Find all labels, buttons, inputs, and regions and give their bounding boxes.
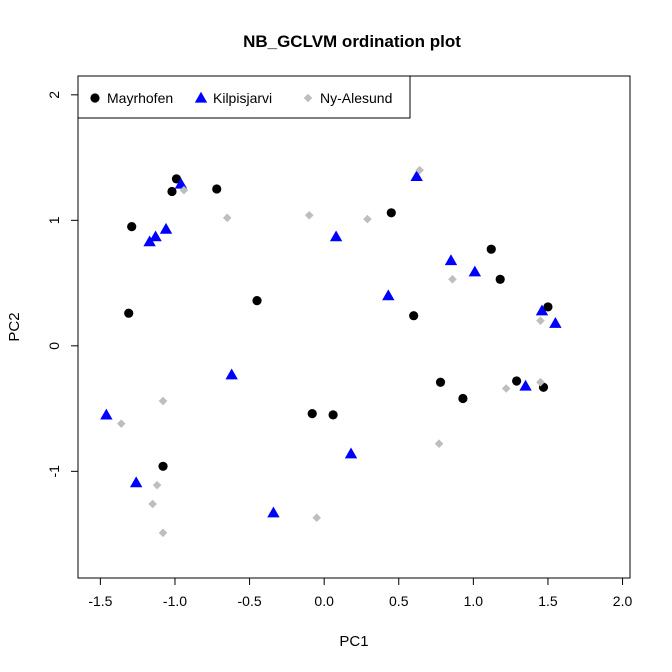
- x-tick-label: -1.0: [163, 593, 187, 609]
- legend-box: [77, 75, 411, 119]
- point-ny-alesund: [448, 275, 457, 284]
- legend: Mayrhofen Kilpisjarvi Ny-Alesund: [77, 75, 411, 119]
- x-tick-label: -1.5: [88, 593, 112, 609]
- point-mayrhofen: [543, 302, 553, 312]
- point-kilpisjarvi: [225, 368, 238, 380]
- point-kilpisjarvi: [444, 254, 458, 266]
- legend-marker-mayrhofen: [90, 93, 100, 103]
- point-kilpisjarvi: [329, 230, 343, 242]
- point-mayrhofen: [167, 186, 177, 197]
- point-ny-alesund: [179, 185, 189, 195]
- point-kilpisjarvi: [468, 265, 482, 277]
- y-tick-label: 2: [46, 91, 62, 99]
- point-ny-alesund: [312, 513, 322, 523]
- point-mayrhofen: [307, 408, 317, 419]
- legend-label-mayrhofen: Mayrhofen: [107, 90, 173, 106]
- legend-label-kilpisjarvi: Kilpisjarvi: [213, 90, 272, 106]
- point-ny-alesund: [148, 499, 157, 509]
- point-mayrhofen: [127, 222, 137, 232]
- point-mayrhofen: [252, 296, 262, 306]
- point-kilpisjarvi: [382, 289, 395, 301]
- x-tick-label: -0.5: [238, 593, 262, 609]
- y-tick-label: -1: [46, 465, 62, 478]
- legend-marker-ny-alesund: [303, 93, 313, 103]
- point-mayrhofen: [512, 376, 522, 386]
- x-tick-label: 2.0: [613, 593, 633, 609]
- y-tick-label: 1: [46, 216, 62, 224]
- x-tick-label: 0.0: [314, 593, 334, 609]
- point-ny-alesund: [363, 214, 372, 224]
- x-tick-label: 0.5: [389, 593, 409, 609]
- y-tick-label: 0: [46, 342, 62, 350]
- plot-frame: [77, 75, 631, 579]
- point-kilpisjarvi: [535, 304, 549, 316]
- y-axis-label: PC2: [6, 312, 23, 341]
- point-mayrhofen: [495, 274, 505, 284]
- point-kilpisjarvi: [519, 379, 532, 391]
- point-ny-alesund: [158, 396, 168, 406]
- point-ny-alesund: [222, 213, 232, 223]
- point-kilpisjarvi: [410, 170, 423, 182]
- point-ny-alesund: [501, 384, 511, 393]
- point-mayrhofen: [212, 184, 222, 194]
- x-tick-label: 1.5: [538, 593, 558, 609]
- point-ny-alesund: [304, 211, 314, 220]
- x-tick-label: 1.0: [464, 593, 484, 609]
- point-mayrhofen: [171, 174, 182, 184]
- data-points: [100, 165, 562, 538]
- point-kilpisjarvi: [174, 177, 188, 189]
- point-ny-alesund: [415, 165, 424, 175]
- point-ny-alesund: [434, 439, 444, 449]
- point-kilpisjarvi: [149, 230, 162, 242]
- chart-title: NB_GCLVM ordination plot: [243, 32, 461, 51]
- x-axis-label: PC1: [339, 633, 368, 650]
- point-ny-alesund: [158, 528, 168, 538]
- legend-marker-kilpisjarvi: [194, 91, 208, 103]
- point-kilpisjarvi: [344, 447, 358, 459]
- x-axis: -1.5 -1.0 -0.5 0.0 0.5 1.0 1.5 2.0: [88, 577, 633, 609]
- point-mayrhofen: [458, 393, 468, 404]
- point-kilpisjarvi: [100, 408, 113, 420]
- point-ny-alesund: [536, 377, 545, 387]
- point-ny-alesund: [152, 480, 162, 490]
- point-kilpisjarvi: [267, 506, 280, 518]
- point-ny-alesund: [116, 419, 126, 428]
- point-kilpisjarvi: [159, 222, 173, 234]
- y-axis: -1 0 1 2: [46, 91, 79, 478]
- point-mayrhofen: [409, 311, 419, 321]
- point-kilpisjarvi: [129, 476, 143, 488]
- point-mayrhofen: [328, 410, 338, 420]
- point-mayrhofen: [386, 208, 396, 218]
- point-mayrhofen: [124, 308, 134, 318]
- point-kilpisjarvi: [549, 317, 562, 328]
- point-ny-alesund: [536, 316, 545, 326]
- point-mayrhofen: [486, 244, 496, 254]
- point-mayrhofen: [435, 377, 446, 387]
- legend-label-ny-alesund: Ny-Alesund: [320, 90, 392, 106]
- point-mayrhofen: [158, 461, 168, 471]
